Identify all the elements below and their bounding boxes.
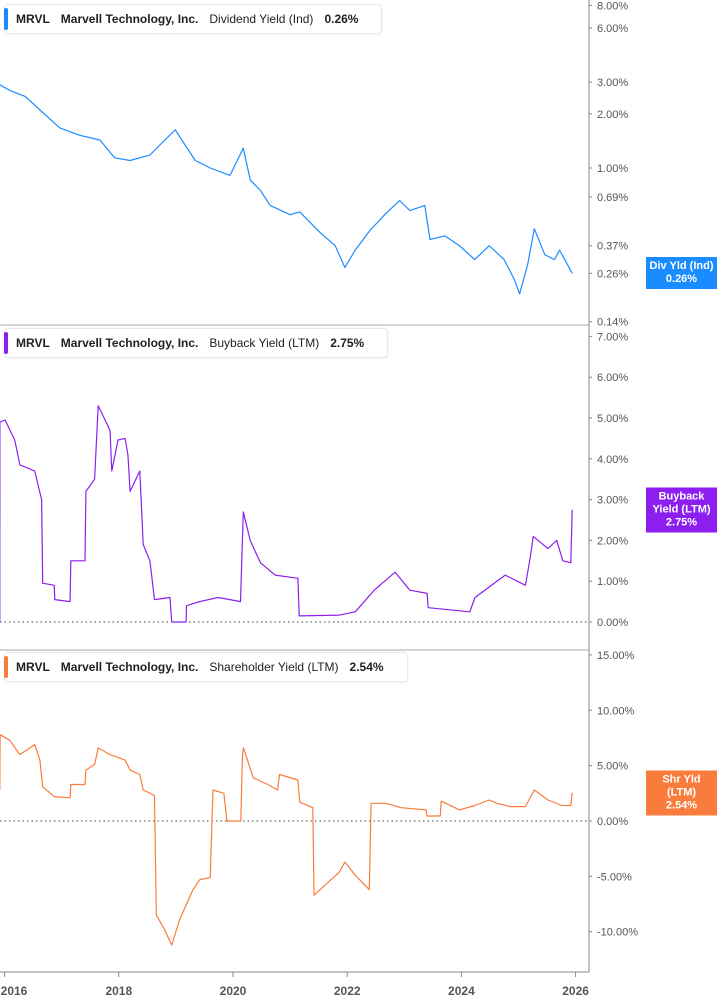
y-tick-label: 1.00% (597, 163, 628, 175)
y-tick-label: 5.00% (597, 761, 628, 773)
legend-company: Marvell Technology, Inc. (60, 336, 199, 350)
x-tick-label: 2018 (105, 984, 132, 998)
y-tick-label: 2.00% (597, 109, 628, 121)
y-tick-label: 6.00% (597, 23, 628, 35)
x-tick-label: 2020 (220, 984, 247, 998)
legend-metric: Dividend Yield (Ind) (209, 12, 314, 26)
callout-value: 2.75% (665, 516, 698, 529)
callout-value: 2.54% (665, 799, 698, 812)
legend-company: Marvell Technology, Inc. (60, 660, 199, 674)
callout-value: 0.26% (665, 273, 698, 285)
current-value-callout-shareholder: Shr Yld (LTM) 2.54% (646, 770, 717, 816)
legend-value: 0.26% (324, 12, 359, 26)
current-value-callout-dividend: Div Yld (Ind) 0.26% (646, 257, 717, 289)
y-tick-label: 2.00% (597, 535, 628, 547)
y-tick-label: 0.00% (597, 617, 628, 629)
legend-metric: Buyback Yield (LTM) (209, 336, 320, 350)
y-tick-label: -10.00% (597, 927, 638, 939)
y-tick-label: 0.00% (597, 816, 628, 828)
x-tick-label: 2024 (448, 984, 475, 998)
callout-label: Shr Yld (LTM) (662, 773, 701, 799)
callout-label: Div Yld (Ind) (649, 260, 714, 272)
y-tick-label: 3.00% (597, 495, 628, 507)
y-tick-label: 1.00% (597, 576, 628, 588)
series-line-dividend-yield-ind (0, 84, 573, 295)
series-color-marker (4, 8, 8, 30)
y-tick-label: 5.00% (597, 413, 628, 425)
y-tick-label: 0.14% (597, 317, 628, 329)
legend-value: 2.75% (330, 336, 365, 350)
y-tick-label: -5.00% (597, 871, 632, 883)
y-tick-label: 8.00% (597, 0, 628, 12)
legend-buyback-yield: MRVL Marvell Technology, Inc. Buyback Yi… (4, 328, 389, 358)
current-value-callout-buyback: Buyback Yield (LTM) 2.75% (646, 487, 717, 533)
legend-shareholder-yield: MRVL Marvell Technology, Inc. Shareholde… (4, 652, 408, 682)
x-tick-label: 2016 (1, 984, 28, 998)
series-color-marker (4, 656, 8, 678)
series-color-marker (4, 332, 8, 354)
series-line-buyback-yield-ltm (0, 405, 573, 623)
y-tick-label: 0.37% (597, 241, 628, 253)
y-tick-label: 0.69% (597, 192, 628, 204)
series-line-shareholder-yield-ltm (0, 734, 573, 946)
y-tick-label: 4.00% (597, 454, 628, 466)
callout-label: Buyback Yield (LTM) (652, 490, 711, 516)
x-tick-label: 2026 (562, 984, 589, 998)
y-tick-label: 10.00% (597, 705, 635, 717)
y-tick-label: 3.00% (597, 77, 628, 89)
legend-ticker: MRVL (16, 660, 50, 674)
y-tick-label: 6.00% (597, 372, 628, 384)
legend-metric: Shareholder Yield (LTM) (209, 660, 339, 674)
legend-company: Marvell Technology, Inc. (60, 12, 199, 26)
y-tick-label: 15.00% (597, 650, 635, 662)
legend-dividend-yield: MRVL Marvell Technology, Inc. Dividend Y… (4, 4, 383, 34)
legend-ticker: MRVL (16, 12, 50, 26)
legend-ticker: MRVL (16, 336, 50, 350)
y-tick-label: 7.00% (597, 331, 628, 343)
legend-value: 2.54% (349, 660, 384, 674)
x-tick-label: 2022 (334, 984, 361, 998)
y-tick-label: 0.26% (597, 268, 628, 280)
